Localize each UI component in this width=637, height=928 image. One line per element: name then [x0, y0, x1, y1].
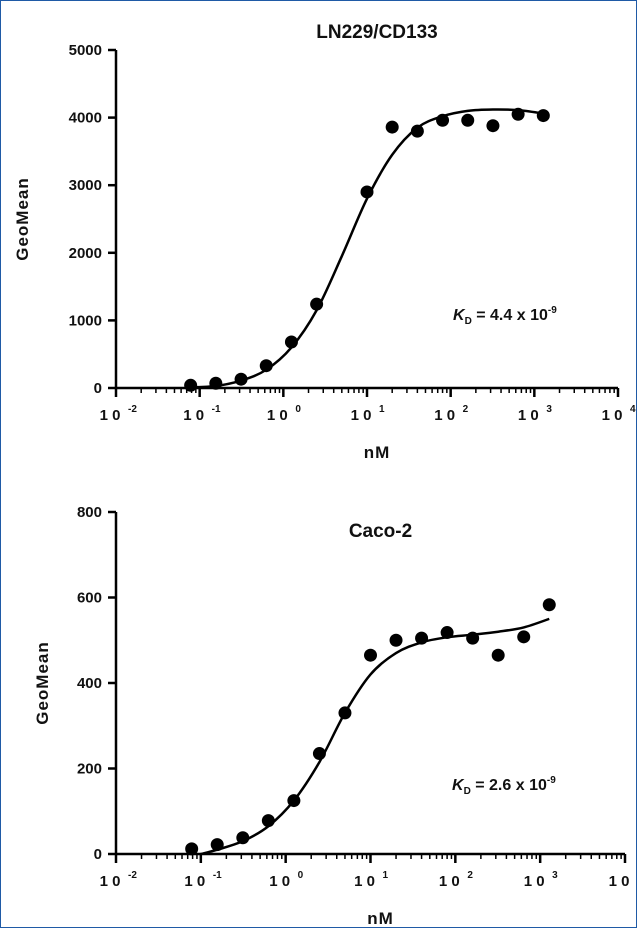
x-tick-exponent: 2 — [463, 404, 469, 415]
x-tick-label: 1 0 — [602, 407, 623, 424]
x-tick-label: 1 0 — [354, 873, 375, 890]
x-tick-exponent: -2 — [128, 404, 137, 415]
x-tick-label: 1 0 — [184, 873, 205, 890]
data-point — [461, 113, 475, 127]
data-point — [184, 378, 198, 392]
x-tick-label: 1 0 — [183, 407, 204, 424]
data-point — [415, 631, 429, 645]
x-tick-label: 1 0 — [524, 873, 545, 890]
x-tick-exponent: 3 — [552, 870, 558, 881]
y-tick-label: 3000 — [69, 177, 102, 194]
data-point — [185, 842, 199, 856]
data-point — [536, 109, 550, 123]
data-point — [385, 120, 399, 134]
x-tick-exponent: -1 — [213, 870, 222, 881]
y-tick-label: 800 — [77, 504, 102, 521]
chart-title: LN229/CD133 — [316, 22, 437, 43]
x-tick-exponent: -1 — [212, 404, 221, 415]
x-tick-exponent: -2 — [128, 870, 137, 881]
data-point — [542, 598, 556, 612]
x-tick-exponent: 1 — [379, 404, 385, 415]
chart-panel-caco2: Caco-2 0 200 400 600 800 1 0 -2 1 0 -1 1 0 0 1 0 1 1 0… — [33, 504, 630, 928]
x-tick-label: 1 0 — [434, 407, 455, 424]
x-tick-exponent: 3 — [546, 404, 552, 415]
x-axis-label: nM — [364, 443, 391, 462]
y-tick-label: 5000 — [69, 42, 102, 59]
y-tick-label: 600 — [77, 590, 102, 607]
data-point — [517, 630, 531, 644]
data-point — [210, 838, 224, 852]
data-point — [236, 831, 250, 845]
data-point — [491, 648, 505, 662]
data-point — [209, 376, 223, 390]
x-tick-label: 1 0 — [269, 873, 290, 890]
y-axis-label: GeoMean — [33, 641, 52, 725]
x-tick-label: 1 0 — [351, 407, 372, 424]
data-point — [389, 633, 403, 647]
x-tick-exponent: 0 — [298, 870, 304, 881]
data-point — [436, 113, 450, 127]
x-axis-label: nM — [367, 909, 394, 928]
x-tick-label: 1 0 — [100, 873, 121, 890]
data-point — [511, 107, 525, 121]
y-tick-label: 200 — [77, 761, 102, 778]
x-tick-exponent: 4 — [630, 404, 636, 415]
data-point — [466, 631, 480, 645]
x-tick-label: 1 0 — [439, 873, 460, 890]
data-point — [259, 359, 273, 373]
chart-title: Caco-2 — [349, 521, 412, 542]
y-tick-label: 400 — [77, 675, 102, 692]
y-tick-label: 0 — [94, 380, 102, 397]
fit-curve — [200, 617, 550, 856]
data-point — [284, 335, 298, 349]
x-tick-exponent: 0 — [295, 404, 301, 415]
x-tick-exponent: 2 — [467, 870, 473, 881]
data-point — [312, 747, 326, 761]
x-tick-label: 1 0 — [609, 873, 630, 890]
chart-panel-ln229: LN229/CD133 0 1000 2000 3000 4000 5000 1 0 -2 1 0… — [13, 22, 636, 462]
x-tick-label: 1 0 — [100, 407, 121, 424]
data-point — [440, 626, 454, 640]
kd-annotation: KD = 4.4 x 10-9 — [453, 305, 557, 327]
data-point — [310, 297, 324, 311]
data-point — [338, 706, 352, 720]
data-point — [486, 119, 500, 133]
data-point — [287, 794, 301, 808]
data-point — [410, 124, 424, 138]
data-point — [234, 372, 248, 386]
data-point — [360, 185, 374, 199]
x-tick-label: 1 0 — [267, 407, 288, 424]
y-tick-label: 2000 — [69, 245, 102, 262]
kd-annotation: KD = 2.6 x 10-9 — [452, 775, 556, 797]
x-tick-exponent: 1 — [383, 870, 389, 881]
y-tick-label: 0 — [94, 846, 102, 863]
y-axis-label: GeoMean — [13, 177, 32, 261]
data-point — [364, 648, 377, 662]
x-tick-label: 1 0 — [518, 407, 539, 424]
data-point — [261, 814, 275, 828]
y-tick-label: 1000 — [69, 312, 102, 329]
y-tick-label: 4000 — [69, 110, 102, 127]
fit-curve — [190, 108, 544, 389]
